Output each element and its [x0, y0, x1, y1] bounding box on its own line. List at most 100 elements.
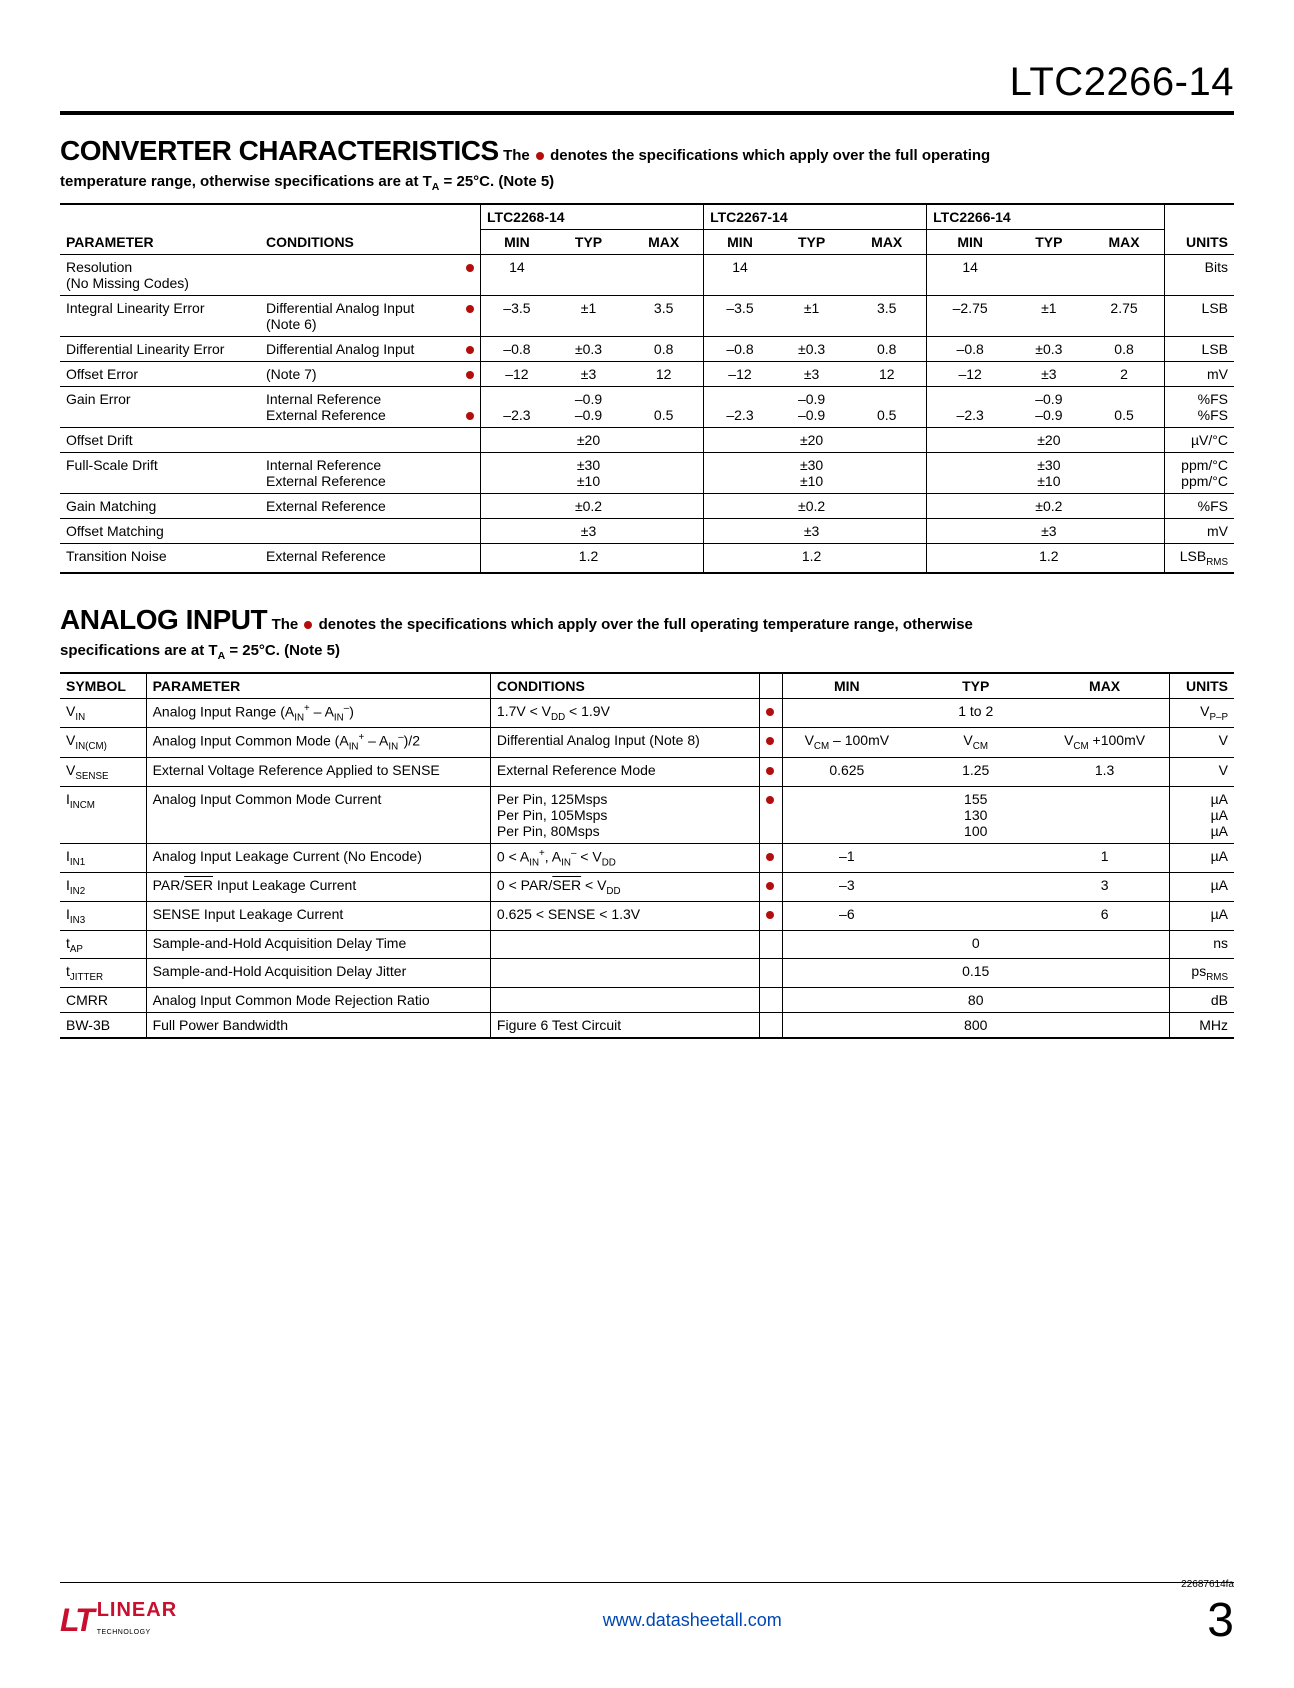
- cell-dot: [460, 428, 481, 453]
- table-row: VINAnalog Input Range (AIN+ – AIN–)1.7V …: [60, 698, 1234, 727]
- cell-conditions: [490, 959, 759, 988]
- cell-max: [1040, 959, 1169, 988]
- col2-min: MIN: [782, 673, 911, 699]
- cell-parameter: Sample-and-Hold Acquisition Delay Time: [146, 930, 490, 959]
- cell-typ: ±30±10: [553, 453, 624, 494]
- table-row: IIN3SENSE Input Leakage Current0.625 < S…: [60, 901, 1234, 930]
- cell-parameter: Full-Scale Drift: [60, 453, 260, 494]
- col-conditions: CONDITIONS: [260, 230, 460, 255]
- cell-max: 0.5: [847, 387, 926, 428]
- table-row: tJITTERSample-and-Hold Acquisition Delay…: [60, 959, 1234, 988]
- cell-units: µAµAµA: [1169, 786, 1234, 843]
- cell-max: [1040, 930, 1169, 959]
- cell-typ: 80: [911, 988, 1040, 1013]
- cell-max: [624, 494, 703, 519]
- table-row: CMRRAnalog Input Common Mode Rejection R…: [60, 988, 1234, 1013]
- cell-parameter: Transition Noise: [60, 544, 260, 573]
- cell-units: µA: [1169, 872, 1234, 901]
- section2-desc: The denotes the specifications which app…: [272, 616, 973, 633]
- cell-typ: ±3: [1013, 519, 1084, 544]
- table-row: Resolution(No Missing Codes)141414Bits: [60, 255, 1234, 296]
- cell-min: –2.3: [481, 387, 553, 428]
- section1-desc2-post: = 25°C. (Note 5): [439, 173, 554, 190]
- cell-typ: [911, 872, 1040, 901]
- cell-typ: 1.25: [911, 757, 1040, 786]
- cell-max: [847, 494, 926, 519]
- cell-max: 0.5: [624, 387, 703, 428]
- footer-url[interactable]: www.datasheetall.com: [603, 1610, 782, 1631]
- section2-title: ANALOG INPUT: [60, 604, 267, 635]
- col-units: UNITS: [1164, 230, 1234, 255]
- cell-min: –0.8: [927, 337, 1014, 362]
- cell-min: [704, 519, 776, 544]
- cell-min: [927, 494, 1014, 519]
- cell-conditions: [260, 428, 460, 453]
- cell-typ: 0.15: [911, 959, 1040, 988]
- cell-parameter: Differential Linearity Error: [60, 337, 260, 362]
- cell-max: 0.5: [1085, 387, 1164, 428]
- cell-typ: –0.9–0.9: [776, 387, 847, 428]
- cell-max: 6: [1040, 901, 1169, 930]
- cell-max: [1040, 786, 1169, 843]
- cell-max: VCM +100mV: [1040, 728, 1169, 757]
- cell-min: –2.75: [927, 296, 1014, 337]
- cell-parameter: Analog Input Leakage Current (No Encode): [146, 843, 490, 872]
- cell-symbol: BW-3B: [60, 1013, 146, 1039]
- cell-conditions: 0 < PAR/SER < VDD: [490, 872, 759, 901]
- cell-parameter: Analog Input Common Mode (AIN+ – AIN–)/2: [146, 728, 490, 757]
- cell-units: ppm/°Cppm/°C: [1164, 453, 1234, 494]
- section1-desc: The denotes the specifications which app…: [503, 147, 990, 164]
- col-max-3: MAX: [1085, 230, 1164, 255]
- cell-conditions: 0 < AIN+, AIN– < VDD: [490, 843, 759, 872]
- col2-symbol: SYMBOL: [60, 673, 146, 699]
- table-row: VSENSEExternal Voltage Reference Applied…: [60, 757, 1234, 786]
- col-max-1: MAX: [624, 230, 703, 255]
- cell-units: dB: [1169, 988, 1234, 1013]
- section1-title-row: CONVERTER CHARACTERISTICS The denotes th…: [60, 135, 1234, 167]
- cell-max: 3: [1040, 872, 1169, 901]
- cell-typ: [911, 843, 1040, 872]
- cell-max: [847, 453, 926, 494]
- cell-min: [927, 519, 1014, 544]
- cell-max: 1.3: [1040, 757, 1169, 786]
- cell-typ: ±3: [776, 362, 847, 387]
- cell-max: [1085, 519, 1164, 544]
- cell-conditions: [260, 255, 460, 296]
- cell-typ: ±0.3: [553, 337, 624, 362]
- cell-typ: ±3: [776, 519, 847, 544]
- cell-symbol: tAP: [60, 930, 146, 959]
- cell-conditions: External Reference: [260, 494, 460, 519]
- cell-max: [1085, 428, 1164, 453]
- cell-max: [624, 428, 703, 453]
- logo-subtext: TECHNOLOGY: [97, 1629, 151, 1636]
- cell-units: mV: [1164, 519, 1234, 544]
- cell-min: [927, 544, 1014, 573]
- logo-text: LINEAR: [97, 1599, 177, 1621]
- cell-min: [782, 988, 911, 1013]
- cell-typ: ±3: [553, 519, 624, 544]
- cell-typ: VCM: [911, 728, 1040, 757]
- cell-max: 1: [1040, 843, 1169, 872]
- cell-symbol: IIN1: [60, 843, 146, 872]
- col-min-1: MIN: [481, 230, 553, 255]
- cell-max: 3.5: [847, 296, 926, 337]
- col-typ-3: TYP: [1013, 230, 1084, 255]
- cell-min: [704, 544, 776, 573]
- cell-dot: [759, 901, 782, 930]
- cell-parameter: SENSE Input Leakage Current: [146, 901, 490, 930]
- cell-typ: ±20: [776, 428, 847, 453]
- cell-min: –6: [782, 901, 911, 930]
- section2-desc2-post: = 25°C. (Note 5): [225, 642, 340, 659]
- cell-typ: ±3: [553, 362, 624, 387]
- cell-max: 0.8: [624, 337, 703, 362]
- cell-conditions: Figure 6 Test Circuit: [490, 1013, 759, 1039]
- col2-parameter: PARAMETER: [146, 673, 490, 699]
- section1-desc-pre: The: [503, 147, 534, 164]
- table-row: IIN1Analog Input Leakage Current (No Enc…: [60, 843, 1234, 872]
- cell-conditions: Internal ReferenceExternal Reference: [260, 453, 460, 494]
- cell-parameter: Gain Error: [60, 387, 260, 428]
- col-min-3: MIN: [927, 230, 1014, 255]
- cell-symbol: CMRR: [60, 988, 146, 1013]
- cell-conditions: External Reference Mode: [490, 757, 759, 786]
- cell-max: [1040, 698, 1169, 727]
